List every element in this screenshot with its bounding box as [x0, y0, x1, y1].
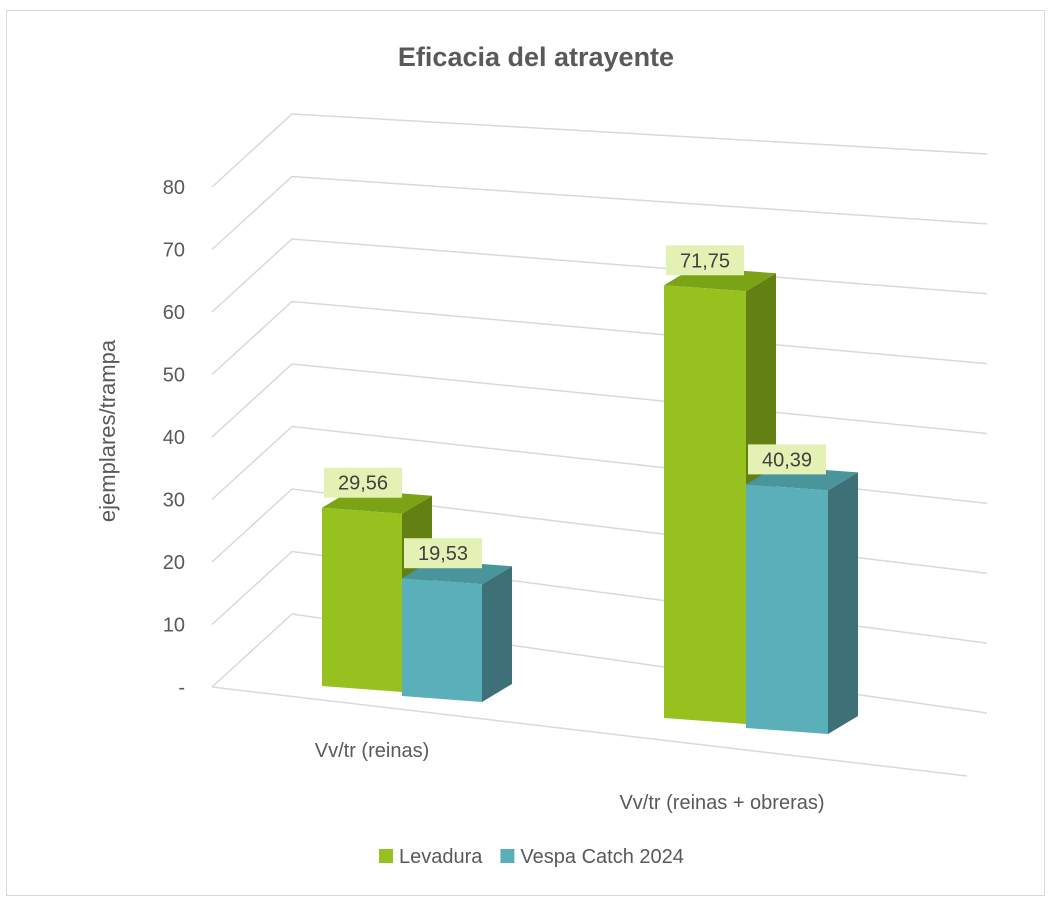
- y-tick-label: 80: [163, 177, 185, 199]
- bar-levadura: [664, 285, 746, 724]
- gridline: [211, 363, 988, 438]
- y-tick-label: 20: [163, 552, 185, 574]
- gridline: [211, 175, 988, 251]
- x-category-label: Vv/tr (reinas): [315, 740, 429, 762]
- bar-side: [482, 566, 512, 702]
- y-tick-label: 60: [163, 302, 185, 324]
- y-tick-label: 70: [163, 240, 185, 262]
- y-tick-label: -: [178, 677, 185, 699]
- gridlines: [211, 113, 988, 777]
- gridline: [211, 238, 988, 313]
- data-label-bg: [324, 467, 402, 498]
- bar-levadura: [322, 507, 402, 692]
- data-label: 71,75: [680, 250, 730, 272]
- bar-vespa-catch-2024: [402, 578, 482, 702]
- y-tick-label: 10: [163, 615, 185, 637]
- gridline: [211, 300, 988, 376]
- legend-label: Vespa Catch 2024: [520, 846, 683, 868]
- chart-title: Eficacia del atrayente: [398, 42, 674, 72]
- chart-canvas: Eficacia del atrayente ejemplares/trampa…: [95, 42, 988, 868]
- bars: [322, 267, 858, 734]
- floor-line: [211, 686, 968, 777]
- y-axis-ticks: - 10 20 30 40 50 60 70 80: [163, 177, 185, 699]
- x-category-label: Vv/tr (reinas + obreras): [619, 792, 824, 814]
- data-labels: 29,56 19,53 71,75 40,39: [324, 245, 826, 569]
- data-label-bg: [666, 245, 744, 276]
- bar-side: [828, 472, 858, 734]
- y-tick-label: 40: [163, 427, 185, 449]
- y-tick-label: 30: [163, 490, 185, 512]
- bar-vespa-catch-2024: [746, 484, 828, 734]
- data-label: 19,53: [418, 543, 468, 565]
- y-axis-label: ejemplares/trampa: [95, 339, 120, 522]
- data-label-bg: [748, 444, 826, 475]
- legend-swatch: [500, 849, 515, 863]
- y-tick-label: 50: [163, 365, 185, 387]
- data-label: 29,56: [338, 473, 388, 495]
- x-axis-categories: Vv/tr (reinas) Vv/tr (reinas + obreras): [315, 740, 825, 814]
- legend: Levadura Vespa Catch 2024: [379, 846, 684, 868]
- chart-frame: Eficacia del atrayente ejemplares/trampa…: [6, 10, 1045, 896]
- data-label-bg: [404, 538, 482, 569]
- data-label: 40,39: [762, 449, 812, 471]
- gridline: [211, 113, 988, 188]
- legend-swatch: [379, 849, 393, 863]
- legend-label: Levadura: [399, 846, 483, 868]
